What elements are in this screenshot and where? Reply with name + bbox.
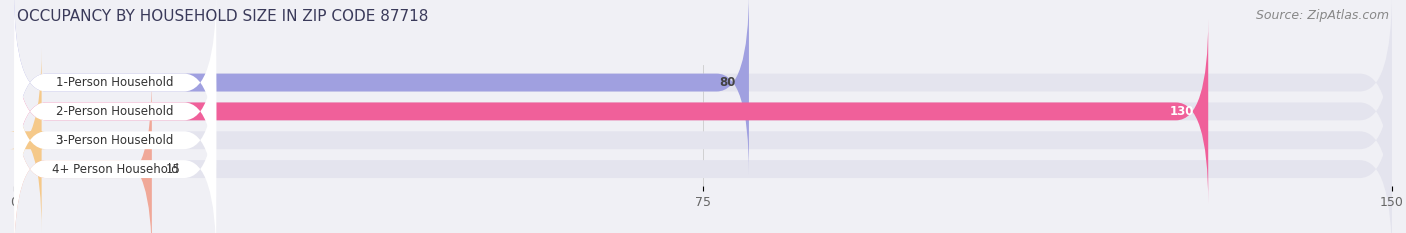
Text: 1-Person Household: 1-Person Household	[56, 76, 174, 89]
Text: 4+ Person Household: 4+ Person Household	[52, 163, 179, 176]
Text: 3-Person Household: 3-Person Household	[56, 134, 174, 147]
FancyBboxPatch shape	[14, 77, 217, 233]
FancyBboxPatch shape	[14, 19, 1392, 203]
FancyBboxPatch shape	[14, 0, 1392, 175]
Text: 2-Person Household: 2-Person Household	[56, 105, 174, 118]
Text: 15: 15	[166, 163, 180, 176]
Text: 130: 130	[1170, 105, 1195, 118]
FancyBboxPatch shape	[14, 0, 749, 175]
FancyBboxPatch shape	[14, 77, 1392, 233]
FancyBboxPatch shape	[14, 48, 217, 232]
FancyBboxPatch shape	[10, 48, 46, 232]
FancyBboxPatch shape	[14, 0, 217, 175]
Text: OCCUPANCY BY HOUSEHOLD SIZE IN ZIP CODE 87718: OCCUPANCY BY HOUSEHOLD SIZE IN ZIP CODE …	[17, 9, 429, 24]
Text: 3: 3	[55, 134, 63, 147]
FancyBboxPatch shape	[14, 77, 152, 233]
FancyBboxPatch shape	[14, 19, 217, 203]
Text: 80: 80	[718, 76, 735, 89]
Text: Source: ZipAtlas.com: Source: ZipAtlas.com	[1256, 9, 1389, 22]
FancyBboxPatch shape	[14, 19, 1208, 203]
FancyBboxPatch shape	[14, 48, 1392, 232]
